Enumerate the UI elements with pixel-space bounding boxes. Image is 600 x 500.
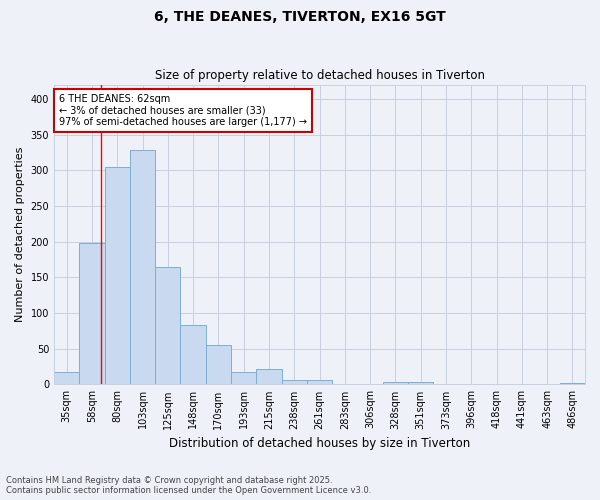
Bar [130, 150, 155, 384]
X-axis label: Distribution of detached houses by size in Tiverton: Distribution of detached houses by size … [169, 437, 470, 450]
Bar [408, 382, 433, 384]
Bar [104, 166, 130, 384]
Bar [181, 325, 206, 384]
Bar [256, 368, 281, 384]
Bar [307, 380, 332, 384]
Bar [281, 380, 307, 384]
Text: 6, THE DEANES, TIVERTON, EX16 5GT: 6, THE DEANES, TIVERTON, EX16 5GT [154, 10, 446, 24]
Bar [206, 345, 231, 385]
Bar [560, 383, 585, 384]
Bar [383, 382, 408, 384]
Bar [54, 372, 79, 384]
Bar [155, 266, 181, 384]
Text: 6 THE DEANES: 62sqm
← 3% of detached houses are smaller (33)
97% of semi-detache: 6 THE DEANES: 62sqm ← 3% of detached hou… [59, 94, 307, 127]
Title: Size of property relative to detached houses in Tiverton: Size of property relative to detached ho… [155, 69, 485, 82]
Bar [79, 243, 104, 384]
Y-axis label: Number of detached properties: Number of detached properties [15, 147, 25, 322]
Bar [231, 372, 256, 384]
Text: Contains HM Land Registry data © Crown copyright and database right 2025.
Contai: Contains HM Land Registry data © Crown c… [6, 476, 371, 495]
